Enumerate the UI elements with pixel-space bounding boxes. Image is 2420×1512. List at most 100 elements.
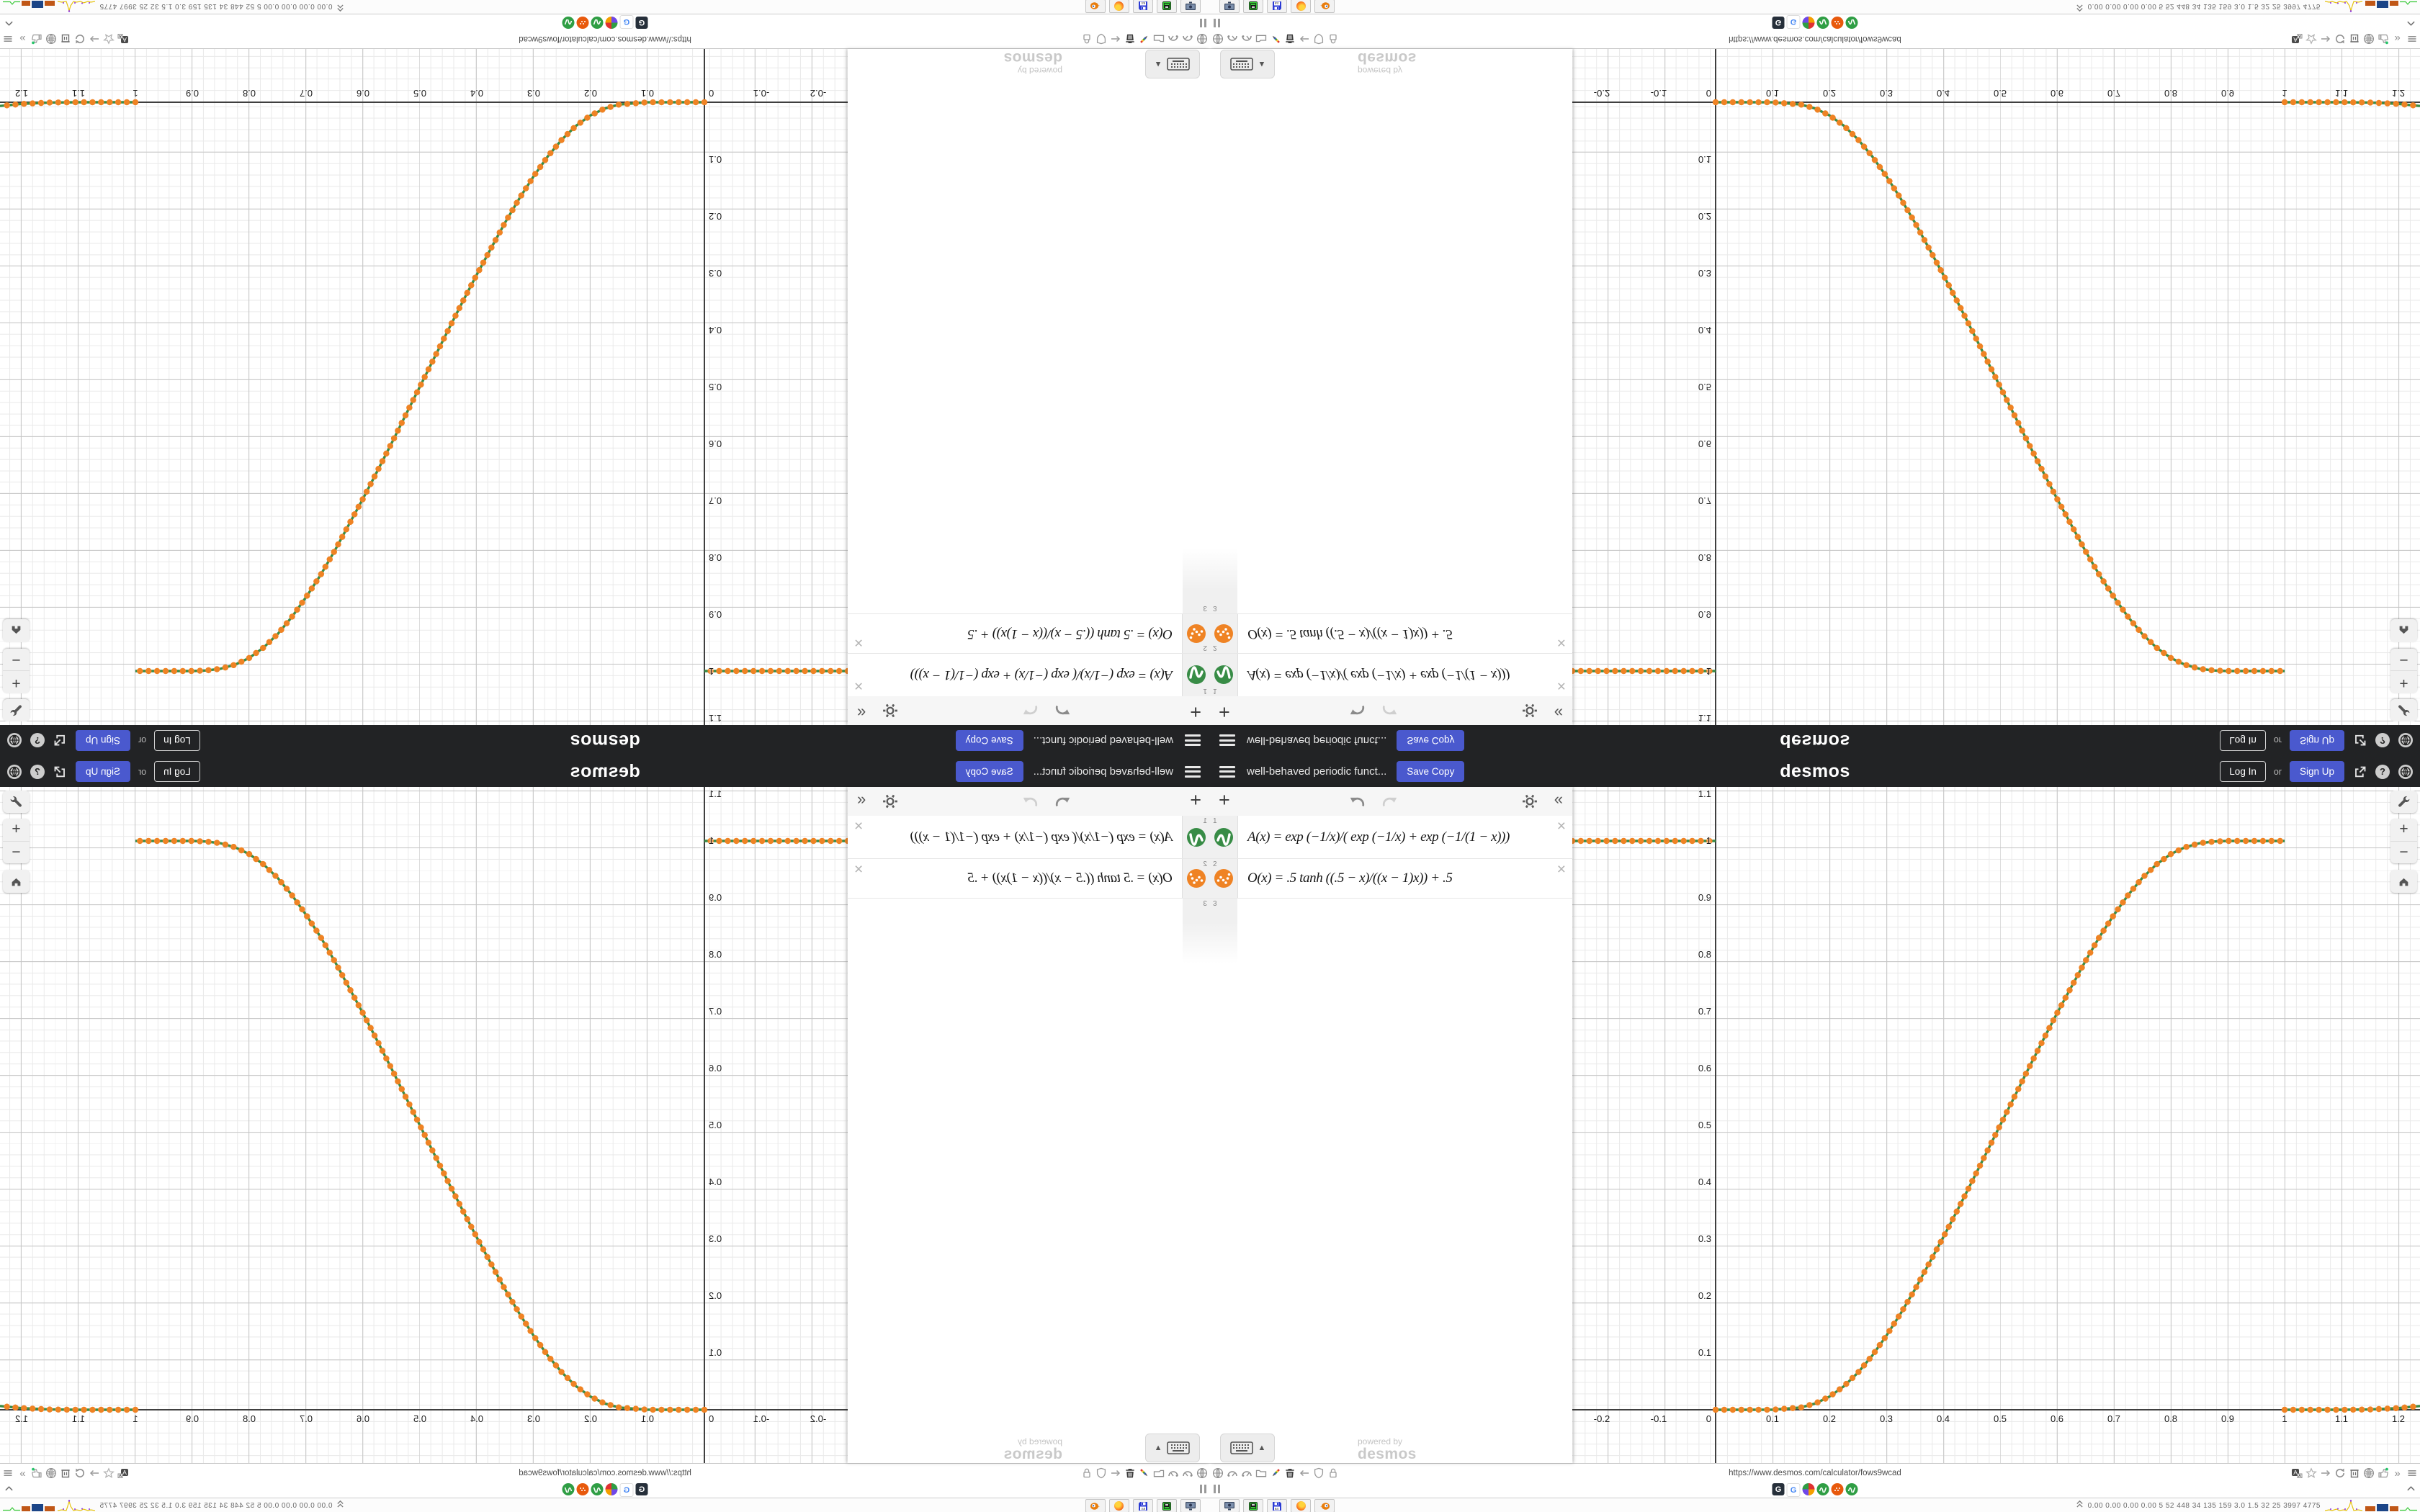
close-icon[interactable]: ×: [854, 678, 864, 694]
row-gutter[interactable]: 2: [1182, 859, 1210, 898]
desmos-orange-favicon[interactable]: [576, 17, 589, 29]
graph-settings-wrench-button[interactable]: [3, 699, 30, 721]
graph-title[interactable]: well-behaved periodic funct...: [1033, 765, 1173, 778]
orange-dotted-curve-icon[interactable]: [1186, 624, 1206, 644]
save-copy-button[interactable]: Save Copy: [955, 730, 1023, 751]
expression-row[interactable]: 2 O(x) = .5 tanh ((.5 − x)/((x − 1)x)) +…: [848, 859, 1210, 899]
overflow-chevrons-icon[interactable]: »: [19, 32, 26, 45]
gauge-icon[interactable]: [1168, 33, 1180, 45]
forward-arrow-icon[interactable]: [2319, 33, 2331, 45]
folder-icon[interactable]: [1255, 1467, 1267, 1480]
shield-icon[interactable]: [1095, 1467, 1108, 1480]
trash-icon[interactable]: [1283, 1467, 1296, 1480]
archive-icon[interactable]: [60, 33, 72, 45]
share-icon[interactable]: [53, 733, 68, 748]
graph-settings-wrench-button[interactable]: [3, 791, 30, 813]
row-gutter[interactable]: 2: [1210, 614, 1238, 653]
close-icon[interactable]: ×: [854, 818, 864, 834]
share-icon[interactable]: [53, 764, 68, 779]
desmos-green-favicon[interactable]: [562, 17, 575, 29]
menu-icon[interactable]: [2, 1467, 14, 1480]
hamburger-menu-icon[interactable]: [1185, 734, 1201, 747]
pen-icon[interactable]: [1269, 1467, 1281, 1480]
close-icon[interactable]: ×: [1556, 861, 1566, 878]
close-icon[interactable]: ×: [1556, 678, 1566, 694]
zoom-out-button[interactable]: −: [2399, 843, 2408, 860]
gear-icon[interactable]: [882, 793, 898, 813]
thumb-icon[interactable]: [31, 33, 43, 45]
translate-icon[interactable]: A: [2290, 1467, 2303, 1480]
desmos-logo[interactable]: desmos: [570, 731, 640, 751]
folder-icon[interactable]: [1153, 33, 1165, 45]
screenshot-tool-icon[interactable]: [1219, 0, 1240, 13]
tray-chevrons-icon[interactable]: [336, 1499, 344, 1512]
chevron-up-icon[interactable]: [4, 15, 14, 28]
desmos-green-favicon[interactable]: [1816, 17, 1829, 29]
resize-grip[interactable]: [1200, 1485, 1206, 1493]
firefox-favicon[interactable]: [1802, 17, 1815, 29]
gauge-icon[interactable]: [1182, 33, 1194, 45]
desmos-green-favicon[interactable]: [1845, 1483, 1858, 1495]
disk-utility-icon[interactable]: [1157, 1499, 1177, 1512]
redo-icon[interactable]: [1381, 698, 1398, 719]
expression-row-empty[interactable]: 3: [1210, 545, 1572, 613]
gauge-icon[interactable]: [1168, 1467, 1180, 1480]
lock-icon[interactable]: [1081, 33, 1093, 45]
firefox-icon[interactable]: [1109, 0, 1129, 13]
lock-icon[interactable]: [1327, 33, 1339, 45]
save-copy-button[interactable]: Save Copy: [1397, 730, 1465, 751]
pen-icon[interactable]: [1269, 33, 1281, 45]
overflow-chevrons-icon[interactable]: »: [19, 1467, 26, 1480]
curve-A-line[interactable]: [1572, 840, 2420, 1411]
url-text[interactable]: https://www.desmos.com/calculator/fows9w…: [1729, 1469, 1901, 1477]
graph-settings-wrench-button[interactable]: [2390, 791, 2417, 813]
graph-settings-wrench-button[interactable]: [2390, 699, 2417, 721]
gear-icon[interactable]: [1522, 699, 1538, 719]
graph-title[interactable]: well-behaved periodic funct...: [1247, 765, 1387, 778]
star-icon[interactable]: [103, 1467, 115, 1480]
row-gutter[interactable]: 2: [1182, 614, 1210, 653]
expression-text[interactable]: O(x) = .5 tanh ((.5 − x)/((x − 1)x)) + .…: [1247, 626, 1453, 642]
row-gutter[interactable]: 1: [1182, 654, 1210, 696]
floppy-64-icon[interactable]: 64: [1133, 0, 1153, 13]
zoom-out-button[interactable]: −: [12, 843, 21, 860]
gauge-icon[interactable]: [1226, 33, 1238, 45]
tray-chevrons-icon[interactable]: [2076, 1499, 2084, 1512]
globe-wire-icon[interactable]: [45, 1467, 58, 1480]
sign-up-button[interactable]: Sign Up: [76, 730, 131, 751]
star-icon[interactable]: [2305, 33, 2317, 45]
curve-O-dots[interactable]: [0, 837, 848, 1413]
trash-icon[interactable]: [1283, 33, 1296, 45]
zoom-out-button[interactable]: −: [2399, 652, 2408, 669]
expression-row-empty[interactable]: 3: [848, 899, 1210, 967]
collapse-panel-icon[interactable]: «: [857, 790, 866, 808]
globe-icon[interactable]: [1196, 33, 1209, 45]
dark-g-favicon[interactable]: G: [1772, 17, 1785, 29]
firefox-favicon[interactable]: [605, 17, 618, 29]
expression-text[interactable]: A(x) = exp (−1/x)/( exp (−1/x) + exp (−1…: [910, 829, 1173, 845]
help-icon[interactable]: ?: [2375, 733, 2390, 748]
curve-A-line[interactable]: [1572, 101, 2420, 672]
expression-row-empty[interactable]: 3: [1210, 899, 1572, 967]
hamburger-menu-icon[interactable]: [1185, 765, 1201, 778]
desmos-orange-favicon[interactable]: [1831, 17, 1844, 29]
firefox-icon[interactable]: [1291, 0, 1311, 13]
expression-text[interactable]: A(x) = exp (−1/x)/( exp (−1/x) + exp (−1…: [910, 667, 1173, 683]
curve-A-line[interactable]: [0, 840, 848, 1411]
google-favicon[interactable]: G: [1786, 15, 1801, 29]
undo-icon[interactable]: [1054, 698, 1071, 719]
screenshot-tool-icon[interactable]: [1180, 1499, 1201, 1512]
curve-O-dots[interactable]: [1572, 837, 2420, 1413]
expression-text[interactable]: O(x) = .5 tanh ((.5 − x)/((x − 1)x)) + .…: [1247, 870, 1453, 886]
firefox-icon[interactable]: [1291, 1499, 1311, 1512]
language-globe-icon[interactable]: [7, 733, 22, 748]
folder-icon[interactable]: [1153, 1467, 1165, 1480]
resize-grip[interactable]: [1214, 1485, 1220, 1493]
gauge-icon[interactable]: [1226, 1467, 1238, 1480]
folder-icon[interactable]: [1255, 33, 1267, 45]
desmos-logo[interactable]: desmos: [1780, 731, 1850, 751]
row-gutter[interactable]: 2: [1210, 859, 1238, 898]
share-icon[interactable]: [2352, 764, 2367, 779]
desmos-orange-favicon[interactable]: [576, 1483, 589, 1495]
gauge-icon[interactable]: [1240, 33, 1252, 45]
